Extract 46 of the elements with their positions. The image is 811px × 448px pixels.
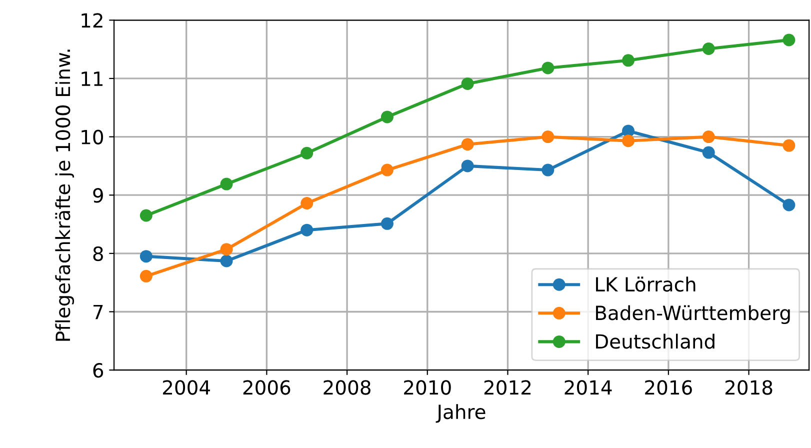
y-tick-label: 6 <box>93 363 104 378</box>
point <box>380 164 394 176</box>
point <box>702 42 715 55</box>
point <box>702 146 715 159</box>
y-tick-label: 10 <box>82 130 104 144</box>
point <box>702 130 715 144</box>
x-tick-label: 2018 <box>725 380 772 395</box>
x-tick-label: 2010 <box>404 380 451 395</box>
x-tick-label: 2014 <box>564 380 612 395</box>
point <box>542 130 554 144</box>
x-tick-label: 2008 <box>324 380 370 395</box>
point <box>542 164 554 176</box>
point <box>622 54 635 67</box>
y-tick-label: 11 <box>82 72 103 86</box>
point <box>220 254 233 268</box>
legend-label: Deutschland <box>596 334 714 349</box>
point <box>542 62 554 74</box>
point <box>300 146 314 160</box>
point <box>380 110 394 124</box>
point <box>300 197 314 210</box>
x-tick-label: 2004 <box>163 380 210 395</box>
point <box>461 77 474 90</box>
point <box>622 134 635 148</box>
point <box>380 217 394 230</box>
legend-label: LK Lörrach <box>596 276 696 292</box>
point <box>300 224 314 236</box>
point <box>220 243 233 256</box>
x-tick-label: 2012 <box>484 380 531 395</box>
x-tick-label: 2006 <box>243 380 290 395</box>
point <box>782 198 796 212</box>
point <box>220 178 233 190</box>
point <box>140 250 152 263</box>
x-tick-label: 2016 <box>645 380 692 395</box>
y-tick-label: 12 <box>82 13 102 28</box>
point <box>461 138 474 151</box>
point <box>782 34 796 46</box>
point <box>140 209 152 222</box>
y-axis-title: Pflegefachkräfte je 1000 Einw. <box>55 50 74 341</box>
y-tick-label: 9 <box>93 188 103 203</box>
y-tick-label: 7 <box>94 304 103 320</box>
point <box>461 160 474 172</box>
x-axis-title: Jahre <box>436 404 486 423</box>
point <box>140 270 152 282</box>
y-tick-label: 8 <box>93 246 103 262</box>
legend-label: Baden-Württemberg <box>596 305 790 324</box>
point <box>782 139 796 152</box>
